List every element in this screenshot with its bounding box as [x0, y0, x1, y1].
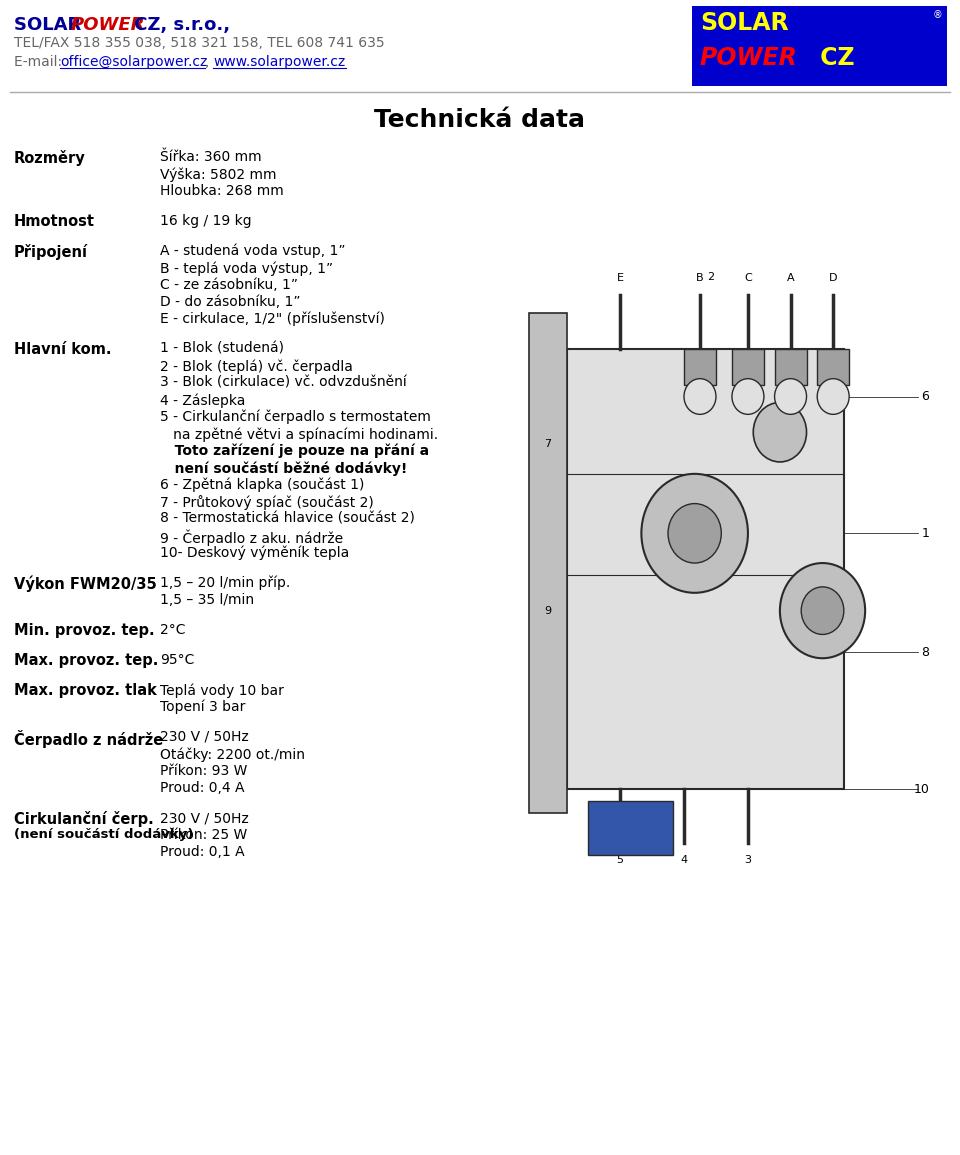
Text: 6 - Zpětná klapka (součást 1): 6 - Zpětná klapka (součást 1) [160, 478, 365, 492]
Circle shape [780, 564, 865, 658]
Text: office@solarpower.cz: office@solarpower.cz [60, 55, 207, 69]
Circle shape [732, 379, 764, 415]
Text: 1,5 – 35 l/min: 1,5 – 35 l/min [160, 593, 254, 608]
Text: E: E [616, 274, 624, 283]
Text: na zpětné větvi a spínacími hodinami.: na zpětné větvi a spínacími hodinami. [160, 427, 438, 441]
Text: 8 - Termostatická hlavice (součást 2): 8 - Termostatická hlavice (součást 2) [160, 512, 415, 526]
Text: 230 V / 50Hz: 230 V / 50Hz [160, 730, 249, 744]
Text: Výkon FWM20/35: Výkon FWM20/35 [14, 576, 156, 593]
Text: 2°C: 2°C [160, 623, 185, 638]
Text: není součástí běžné dodávky!: není součástí běžné dodávky! [160, 461, 407, 476]
Text: C - ze zásobníku, 1”: C - ze zásobníku, 1” [160, 278, 298, 292]
Text: 3 - Blok (cirkulace) vč. odvzdušnění: 3 - Blok (cirkulace) vč. odvzdušnění [160, 377, 407, 390]
Text: Proud: 0,4 A: Proud: 0,4 A [160, 781, 245, 795]
Text: A - studená voda vstup, 1”: A - studená voda vstup, 1” [160, 244, 346, 259]
Text: E - cirkulace, 1/2" (příslušenství): E - cirkulace, 1/2" (příslušenství) [160, 312, 385, 327]
Text: 3: 3 [744, 855, 752, 865]
Text: D - do zásobníku, 1”: D - do zásobníku, 1” [160, 295, 300, 310]
Circle shape [817, 379, 850, 415]
Circle shape [802, 587, 844, 634]
Text: POWER: POWER [700, 46, 798, 70]
Circle shape [668, 504, 721, 564]
Text: 9 - Čerpadlo z aku. nádrže: 9 - Čerpadlo z aku. nádrže [160, 529, 343, 545]
Text: Topení 3 bar: Topení 3 bar [160, 700, 246, 715]
Circle shape [754, 402, 806, 462]
Text: 4: 4 [681, 855, 687, 865]
Text: Otáčky: 2200 ot./min: Otáčky: 2200 ot./min [160, 747, 305, 761]
Text: Toto zařízení je pouze na přání a: Toto zařízení je pouze na přání a [160, 444, 429, 459]
Text: Hmotnost: Hmotnost [14, 214, 95, 229]
Text: Hlavní kom.: Hlavní kom. [14, 342, 111, 357]
Circle shape [641, 474, 748, 593]
Text: Teplá vody 10 bar: Teplá vody 10 bar [160, 683, 284, 698]
Text: 6: 6 [922, 390, 929, 403]
Text: ®: ® [933, 10, 943, 20]
Text: 9: 9 [544, 605, 552, 616]
Text: 10- Deskový výměník tepla: 10- Deskový výměník tepla [160, 546, 349, 560]
Text: POWER: POWER [71, 16, 146, 33]
Text: Max. provoz. tep.: Max. provoz. tep. [14, 653, 158, 668]
Text: 230 V / 50Hz: 230 V / 50Hz [160, 811, 249, 825]
Text: 1 - Blok (studená): 1 - Blok (studená) [160, 342, 284, 356]
Text: Příkon: 93 W: Příkon: 93 W [160, 763, 248, 778]
Bar [566, 349, 844, 789]
Bar [732, 349, 764, 385]
Bar [684, 349, 716, 385]
Text: 1,5 – 20 l/min příp.: 1,5 – 20 l/min příp. [160, 576, 290, 590]
Text: Cirkulanční čerp.: Cirkulanční čerp. [14, 811, 154, 827]
Text: 5 - Cirkulanční čerpadlo s termostatem: 5 - Cirkulanční čerpadlo s termostatem [160, 410, 431, 425]
Text: A: A [787, 274, 794, 283]
Text: CZ, s.r.o.,: CZ, s.r.o., [128, 16, 230, 33]
Text: Čerpadlo z nádrže: Čerpadlo z nádrže [14, 730, 163, 748]
Text: Připojení: Připojení [14, 244, 88, 260]
Text: 1: 1 [922, 527, 929, 539]
Text: 95°C: 95°C [160, 653, 194, 666]
Text: TEL/FAX 518 355 038, 518 321 158, TEL 608 741 635: TEL/FAX 518 355 038, 518 321 158, TEL 60… [14, 36, 385, 50]
Text: Technická data: Technická data [374, 109, 586, 132]
Text: Proud: 0,1 A: Proud: 0,1 A [160, 845, 245, 859]
Text: 4 - Záslepka: 4 - Záslepka [160, 393, 246, 408]
Text: SOLAR: SOLAR [14, 16, 87, 33]
Text: B - teplá voda výstup, 1”: B - teplá voda výstup, 1” [160, 261, 333, 276]
Circle shape [775, 379, 806, 415]
Text: Max. provoz. tlak: Max. provoz. tlak [14, 683, 156, 698]
Text: Výška: 5802 mm: Výška: 5802 mm [160, 167, 276, 181]
Bar [775, 349, 806, 385]
Text: 7 - Průtokový spíač (součást 2): 7 - Průtokový spíač (součást 2) [160, 495, 373, 511]
Text: E-mail:: E-mail: [14, 55, 66, 69]
Text: 10: 10 [913, 783, 929, 796]
Text: Šířka: 360 mm: Šířka: 360 mm [160, 150, 262, 164]
Text: CZ: CZ [812, 46, 854, 70]
Text: SOLAR: SOLAR [700, 12, 788, 35]
Text: 2 - Blok (teplá) vč. čerpadla: 2 - Blok (teplá) vč. čerpadla [160, 359, 353, 373]
Text: D: D [828, 274, 837, 283]
Text: Příkon: 25 W: Příkon: 25 W [160, 828, 248, 842]
Text: 7: 7 [544, 439, 552, 449]
Bar [817, 349, 850, 385]
Circle shape [684, 379, 716, 415]
Bar [692, 6, 947, 85]
Text: ,: , [205, 55, 214, 69]
Text: 5: 5 [616, 855, 624, 865]
Text: www.solarpower.cz: www.solarpower.cz [213, 55, 346, 69]
Text: Rozměry: Rozměry [14, 150, 85, 166]
Text: B: B [696, 274, 704, 283]
Text: (není součástí dodávky): (není součástí dodávky) [14, 828, 194, 841]
Text: Min. provoz. tep.: Min. provoz. tep. [14, 623, 155, 638]
Text: 16 kg / 19 kg: 16 kg / 19 kg [160, 214, 252, 228]
Bar [530, 313, 566, 813]
Text: 8: 8 [921, 646, 929, 658]
Bar [588, 802, 673, 855]
Text: Hloubka: 268 mm: Hloubka: 268 mm [160, 184, 284, 198]
Text: 2: 2 [708, 271, 714, 282]
Text: C: C [744, 274, 752, 283]
